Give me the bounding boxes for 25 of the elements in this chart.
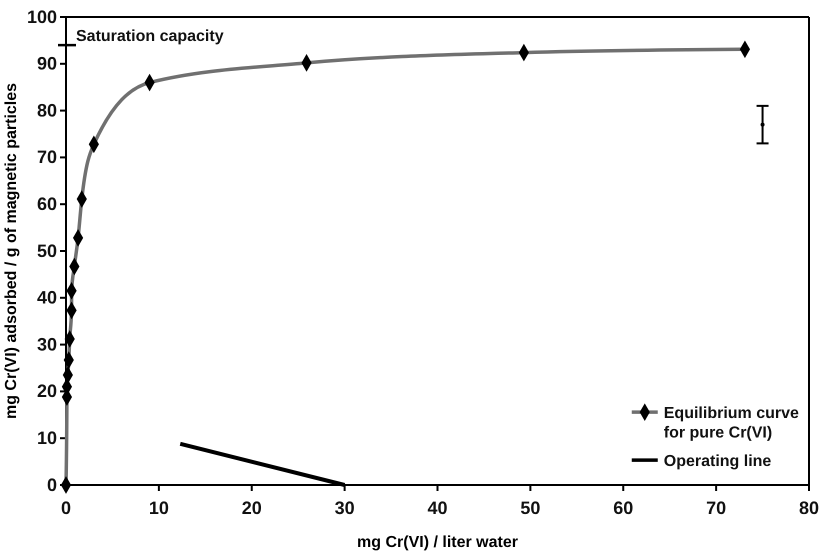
y-tick-label: 70 (36, 147, 57, 168)
legend-label: Operating line (664, 453, 772, 470)
y-tick-label: 40 (36, 288, 57, 308)
y-tick-label: 30 (36, 334, 57, 354)
y-tick-label: 60 (36, 194, 57, 214)
y-tick-label: 50 (36, 240, 57, 261)
x-tick-label: 80 (798, 498, 820, 518)
y-axis-title: mg Cr(VI) adsorbed / g of magnetic particles (3, 82, 20, 420)
x-axis-title: mg Cr(VI) / liter water (357, 534, 518, 551)
legend-label: Equilibrium curve for pure Cr(VI) (664, 405, 799, 442)
x-tick-label: 20 (242, 498, 262, 518)
y-tick-label: 100 (26, 6, 57, 27)
y-tick-label: 0 (46, 474, 57, 495)
y-tick-label: 10 (36, 428, 57, 448)
x-tick-label: 10 (148, 498, 169, 518)
x-tick-label: 40 (427, 498, 448, 518)
x-tick-label: 30 (334, 498, 355, 518)
x-tick-label: 0 (60, 498, 72, 518)
x-tick-label: 60 (613, 498, 634, 518)
y-tick-label: 90 (36, 54, 57, 74)
y-tick-label: 20 (36, 381, 57, 402)
x-tick-label: 50 (520, 498, 540, 518)
x-tick-label: 70 (706, 498, 726, 518)
ref-line-label: Saturation capacity (76, 28, 224, 46)
y-tick-label: 80 (36, 100, 57, 120)
